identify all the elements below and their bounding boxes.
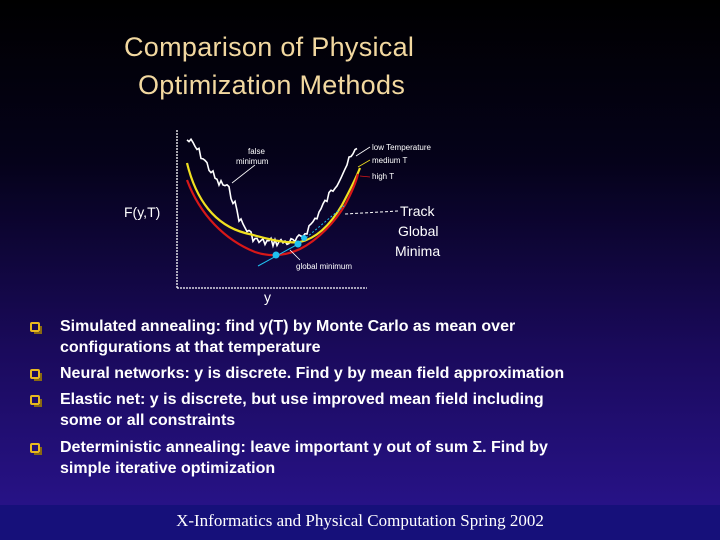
medium-t-label: medium T xyxy=(372,156,408,165)
global-minimum-label: global minimum xyxy=(296,262,352,271)
track-label-1: Track xyxy=(400,203,435,219)
high-t-label: high T xyxy=(372,172,394,181)
bullet-text-line-1: Deterministic annealing: leave important… xyxy=(60,439,548,456)
track-pointer xyxy=(344,210,399,215)
high-temperature-curve xyxy=(185,173,360,257)
bullet-list: Simulated annealing: find y(T) by Monte … xyxy=(30,316,690,484)
false-minimum-label-2: minimum xyxy=(236,157,269,166)
bullet-text-line-2: configurations at that temperature xyxy=(60,339,321,356)
bullet-text-line-1: Simulated annealing: find y(T) by Monte … xyxy=(60,318,516,335)
medium-t-pointer xyxy=(357,159,371,168)
medium-temperature-curve xyxy=(185,162,362,244)
tracker-line-upper xyxy=(299,204,346,244)
tracker-point xyxy=(301,235,307,241)
track-label-3: Minima xyxy=(395,243,440,259)
track-label-2: Global xyxy=(398,223,438,239)
x-axis-label: y xyxy=(264,289,271,305)
high-t-pointer xyxy=(359,175,371,178)
false-minimum-label-1: false xyxy=(248,147,265,156)
energy-landscape-figure: F(y,T) y false minimum low Temperature m… xyxy=(124,137,440,305)
bullet-box-icon xyxy=(30,322,42,334)
tracker-point xyxy=(294,240,302,248)
bullet-item: Neural networks: y is discrete. Find y b… xyxy=(30,363,690,384)
bullet-text-line-1: Neural networks: y is discrete. Find y b… xyxy=(60,365,565,382)
low-t-label: low Temperature xyxy=(372,143,432,152)
footer-text: X-Informatics and Physical Computation S… xyxy=(176,511,544,530)
tracker-point xyxy=(272,251,280,259)
global-minimum-pointer xyxy=(289,249,301,261)
bullet-item: Deterministic annealing: leave important… xyxy=(30,437,690,479)
slide-title-line-1: Comparison of Physical xyxy=(124,32,415,62)
bullet-text-line-2: simple iterative optimization xyxy=(60,460,276,477)
bullet-text-line-1: Elastic net: y is discrete, but use impr… xyxy=(60,391,544,408)
bullet-item: Elastic net: y is discrete, but use impr… xyxy=(30,389,690,431)
false-minimum-pointer xyxy=(231,164,256,184)
bullet-text-line-2: some or all constraints xyxy=(60,412,236,429)
footer-bar: X-Informatics and Physical Computation S… xyxy=(0,505,720,540)
low-temperature-curve xyxy=(186,137,358,249)
low-t-pointer xyxy=(355,146,371,157)
bullet-box-icon xyxy=(30,443,42,455)
bullet-item: Simulated annealing: find y(T) by Monte … xyxy=(30,316,690,358)
y-axis-label: F(y,T) xyxy=(124,204,160,220)
bullet-box-icon xyxy=(30,369,42,381)
bullet-box-icon xyxy=(30,395,42,407)
slide-title-line-2: Optimization Methods xyxy=(138,70,406,100)
